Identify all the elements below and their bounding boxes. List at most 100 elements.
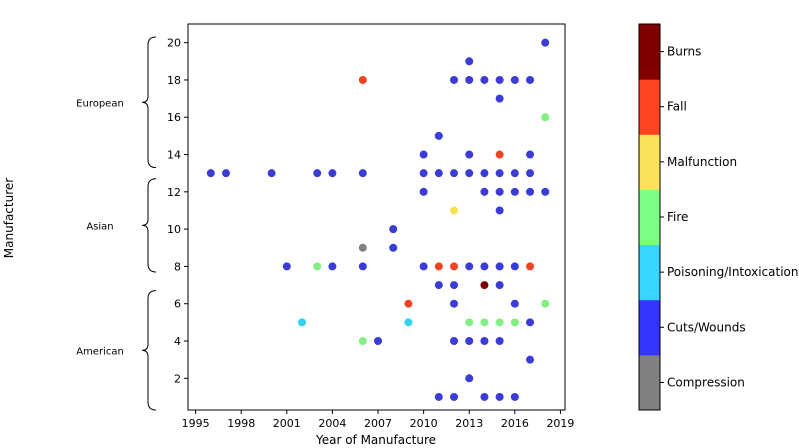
data-point: [298, 318, 307, 327]
colorbar-label: Poisoning/Intoxication: [667, 265, 798, 279]
data-point: [480, 392, 489, 401]
colorbar-label: Malfunction: [667, 155, 737, 169]
data-point: [495, 392, 504, 401]
data-point: [358, 337, 367, 346]
data-point: [434, 281, 443, 290]
data-point: [495, 337, 504, 346]
data-point: [526, 75, 535, 84]
data-point: [465, 150, 474, 159]
data-point: [526, 262, 535, 271]
data-point: [510, 392, 519, 401]
plot-points: [206, 38, 550, 401]
data-point: [541, 113, 550, 122]
y-tick-label: 14: [167, 149, 181, 162]
data-point: [526, 187, 535, 196]
data-point: [313, 262, 322, 271]
colorbar: Compression Cuts/Wounds Poisoning/Intoxica…: [638, 23, 798, 411]
colorbar-label: Compression: [667, 375, 745, 389]
x-tick-label: 2004: [318, 417, 346, 430]
data-point: [495, 94, 504, 103]
data-point: [450, 206, 459, 215]
data-point: [526, 355, 535, 364]
data-point: [434, 262, 443, 271]
y-tick-label: 8: [174, 260, 181, 273]
data-point: [404, 318, 413, 327]
y-tick-label: 20: [167, 37, 181, 50]
data-point: [419, 262, 428, 271]
group-label: European: [76, 98, 124, 109]
data-point: [465, 169, 474, 178]
colorbar-segment: [639, 134, 660, 190]
data-point: [510, 75, 519, 84]
data-point: [526, 169, 535, 178]
y-axis: 2 4 6 8 10 12 14 16 18 20: [167, 37, 188, 385]
data-point: [526, 150, 535, 159]
colorbar-segment: [639, 299, 660, 356]
y-axis-title: Manufacturer: [2, 178, 16, 258]
data-point: [450, 299, 459, 308]
x-tick-label: 2010: [410, 417, 438, 430]
data-point: [389, 243, 398, 252]
colorbar-segment: [639, 244, 660, 301]
data-point: [465, 262, 474, 271]
x-tick-label: 2001: [273, 417, 301, 430]
data-point: [495, 187, 504, 196]
colorbar-segment: [639, 79, 660, 135]
data-point: [450, 281, 459, 290]
data-point: [510, 187, 519, 196]
data-point: [480, 187, 489, 196]
data-point: [374, 337, 383, 346]
data-point: [541, 38, 550, 47]
data-point: [404, 299, 413, 308]
data-point: [465, 374, 474, 383]
data-point: [419, 169, 428, 178]
data-point: [450, 169, 459, 178]
x-tick-label: 1998: [227, 417, 255, 430]
data-point: [495, 169, 504, 178]
data-point: [495, 150, 504, 159]
data-point: [389, 225, 398, 234]
group-label: Asian: [86, 221, 113, 232]
data-point: [510, 299, 519, 308]
data-point: [480, 75, 489, 84]
data-point: [450, 262, 459, 271]
plot-frame: [187, 23, 566, 411]
data-point: [495, 262, 504, 271]
x-tick-label: 2013: [455, 417, 483, 430]
data-point: [465, 75, 474, 84]
y-tick-label: 18: [167, 74, 181, 87]
data-point: [480, 337, 489, 346]
data-point: [419, 150, 428, 159]
colorbar-label: Fire: [667, 210, 688, 224]
x-tick-label: 2016: [501, 417, 529, 430]
data-point: [465, 337, 474, 346]
data-point: [510, 169, 519, 178]
data-point: [480, 318, 489, 327]
data-point: [465, 57, 474, 66]
x-axis: 1995 1998 2001 2004 2007 2010 2013 2016 2019: [182, 410, 574, 430]
data-point: [495, 75, 504, 84]
data-point: [526, 318, 535, 327]
y-tick-label: 12: [167, 186, 181, 199]
group-brace: [141, 290, 157, 411]
x-tick-label: 2007: [364, 417, 392, 430]
group-label: American: [76, 346, 124, 357]
data-point: [282, 262, 291, 271]
data-point: [480, 262, 489, 271]
colorbar-label: Fall: [667, 100, 687, 114]
data-point: [541, 299, 550, 308]
colorbar-segment: [639, 24, 660, 80]
x-axis-title: Year of Manufacture: [315, 433, 436, 447]
group-brace: [141, 36, 157, 169]
data-point: [541, 187, 550, 196]
group-brackets: European Asian American: [76, 36, 157, 411]
y-tick-label: 2: [174, 372, 181, 385]
data-point: [434, 131, 443, 140]
data-point: [222, 169, 231, 178]
y-tick-label: 6: [174, 298, 181, 311]
data-point: [206, 169, 215, 178]
data-point: [358, 75, 367, 84]
data-point: [358, 262, 367, 271]
data-point: [465, 318, 474, 327]
